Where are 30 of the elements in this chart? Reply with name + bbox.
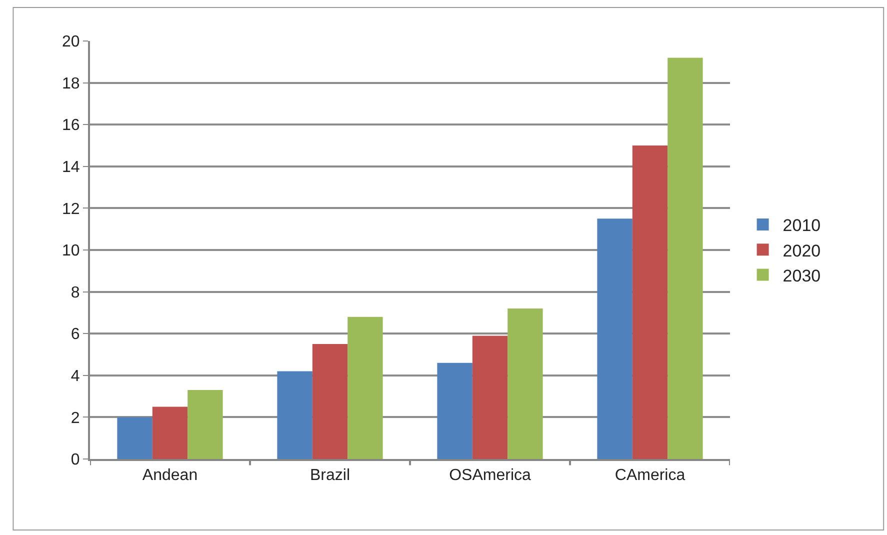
bar [472,336,508,459]
y-tick-label: 2 [70,410,80,427]
bar [437,362,472,459]
bar [668,58,703,459]
legend-label: 2010 [782,216,821,236]
legend-label: 2020 [782,241,821,260]
y-tick-label: 12 [62,200,80,218]
y-tick-label: 8 [70,284,80,302]
y-tick-label: 0 [70,452,80,469]
bar [277,371,312,459]
legend-label: 2030 [782,266,821,286]
y-tick-label: 20 [62,34,80,51]
x-tick-label: Andean [142,467,198,484]
bar [508,308,543,459]
bar [152,406,188,459]
bar [117,417,152,459]
bar [632,146,668,459]
bar [312,344,348,459]
y-tick-label: 4 [70,368,80,385]
y-tick-label: 6 [70,326,80,344]
x-tick-label: OSAmerica [449,467,531,484]
x-tick-label: Brazil [310,467,350,484]
bar [348,316,383,459]
y-tick-label: 14 [62,159,80,176]
y-tick-label: 18 [62,75,80,92]
bar [188,390,223,459]
y-tick-label: 10 [62,242,80,260]
y-tick-label: 16 [62,117,80,134]
bar [597,218,632,459]
x-tick-label: CAmerica [614,467,686,484]
